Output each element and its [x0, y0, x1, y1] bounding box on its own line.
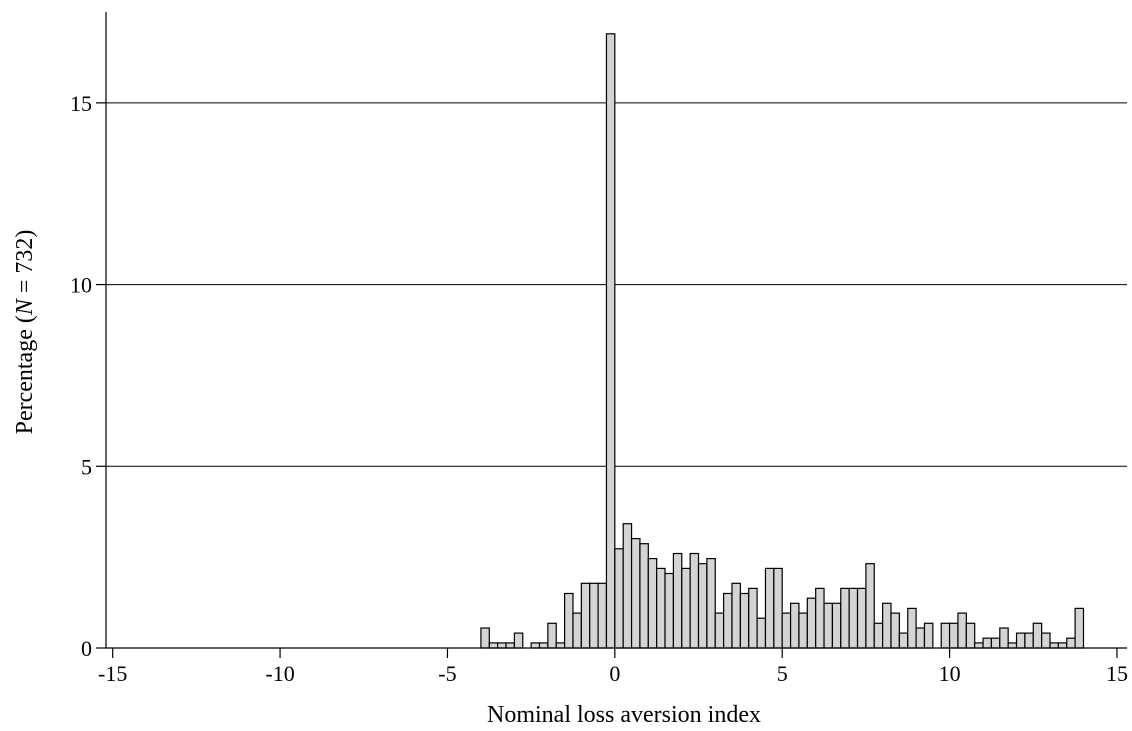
histogram-bars [480, 33, 1085, 649]
histogram-bar [865, 563, 875, 649]
x-tick-label: -10 [265, 661, 294, 686]
histogram-bar [789, 602, 800, 649]
histogram-bar [957, 612, 967, 649]
x-axis-title: Nominal loss aversion index [487, 702, 761, 728]
histogram-bar [630, 538, 641, 649]
histogram-bar [923, 622, 934, 649]
histogram-bar [940, 622, 951, 649]
histogram-bar [664, 572, 675, 649]
histogram-bar [1015, 632, 1026, 649]
x-tick-label: 0 [609, 661, 620, 686]
histogram-bar [723, 592, 733, 649]
y-axis-title-prefix: Percentage ( [12, 315, 38, 434]
y-tick-label: 0 [81, 636, 92, 661]
histogram-bar [831, 602, 842, 649]
histogram-bar [538, 642, 549, 649]
histogram-bar [572, 612, 582, 649]
histogram-bar [773, 567, 783, 649]
histogram-bar [764, 567, 775, 649]
histogram-bar [974, 642, 984, 649]
histogram-bar [1057, 642, 1068, 649]
histogram-bar [873, 622, 884, 649]
histogram-bar [982, 637, 993, 649]
histogram-bar [806, 597, 817, 649]
histogram-bar [505, 642, 516, 649]
histogram-bar [1024, 632, 1034, 649]
histogram-bar [589, 582, 599, 649]
histogram-bar [739, 592, 750, 649]
histogram-bar [890, 612, 900, 649]
x-tick-label: 5 [777, 661, 788, 686]
x-tick-label: -15 [98, 661, 127, 686]
histogram-bar [714, 612, 725, 649]
histogram-bar [965, 622, 976, 649]
histogram-bar [639, 543, 649, 649]
x-tick-label: 10 [939, 661, 961, 686]
histogram-bar [823, 602, 834, 649]
y-tick-label: 5 [81, 454, 92, 479]
histogram-bar [1066, 637, 1076, 649]
x-axis-ticks: -15 -10 -5 0 5 10 15 [98, 648, 1128, 686]
histogram-bar [815, 587, 825, 649]
histogram-bar [1074, 607, 1085, 649]
histogram-bar [622, 523, 633, 649]
histogram-bar [656, 567, 666, 649]
y-axis-title-n: N [12, 297, 38, 316]
histogram-bar [681, 567, 691, 649]
histogram-bar [597, 582, 608, 649]
x-tick-label: -5 [438, 661, 456, 686]
histogram-bar [1007, 642, 1018, 649]
y-axis-title-suffix: = 732) [12, 230, 38, 300]
histogram-bar [798, 612, 808, 649]
y-tick-label: 10 [70, 273, 92, 298]
histogram-bar [689, 552, 700, 649]
histogram-bar [999, 627, 1009, 649]
histogram-bar [480, 627, 490, 649]
histogram-bar [781, 612, 792, 649]
histogram-bar [840, 587, 850, 649]
histogram-bar [1032, 622, 1043, 649]
histogram-bar [915, 627, 926, 649]
histogram-bar [706, 557, 716, 649]
histogram-bar [564, 592, 574, 649]
histogram-bar [488, 642, 499, 649]
histogram-bar [547, 622, 557, 649]
histogram-bar [756, 617, 767, 649]
grid-lines [106, 102, 1127, 467]
histogram-bar [555, 642, 566, 649]
histogram-bar [856, 587, 867, 649]
y-axis-ticks: 0 5 10 15 [70, 91, 106, 661]
x-tick-label: 15 [1106, 661, 1128, 686]
histogram-bar [530, 642, 541, 649]
y-tick-label: 15 [70, 91, 92, 116]
histogram-bar [731, 582, 741, 649]
histogram-bar [605, 33, 616, 649]
histogram-bar [882, 602, 892, 649]
histogram-bar [513, 632, 524, 649]
histogram-bar [614, 548, 624, 649]
histogram-bar [907, 607, 917, 649]
histogram-bar [647, 557, 658, 649]
histogram-bar [990, 637, 1001, 649]
histogram-bar [948, 622, 959, 649]
histogram-bar [898, 632, 909, 649]
histogram-bar [1041, 632, 1051, 649]
histogram-bar [672, 552, 683, 649]
histogram-bar [580, 582, 591, 649]
histogram-bar [748, 587, 758, 649]
histogram-bar [497, 642, 507, 649]
histogram-bar [697, 563, 708, 649]
histogram-bar [1049, 642, 1059, 649]
y-axis-title: Percentage (N = 732) [12, 230, 38, 435]
histogram-bar [848, 587, 859, 649]
